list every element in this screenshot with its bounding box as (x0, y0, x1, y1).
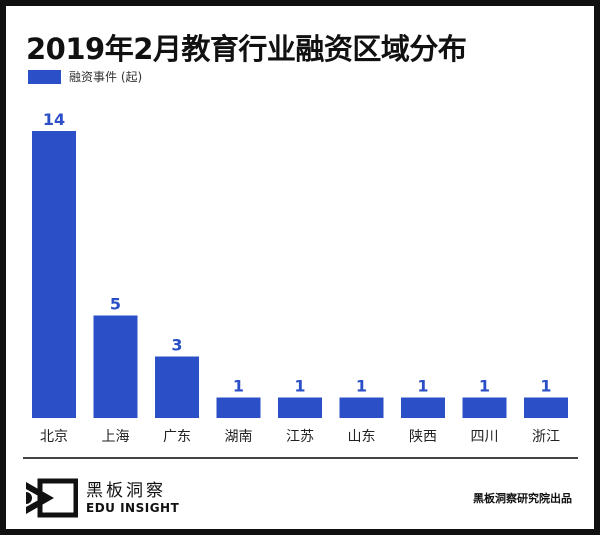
legend-label: 融资事件 (起) (69, 70, 143, 84)
bar-湖南 (216, 397, 261, 418)
footer-divider (23, 457, 578, 459)
bar-北京 (32, 131, 76, 418)
chart-title: 2019年2月教育行业融资区域分布 (26, 32, 467, 66)
data-label: 1 (356, 377, 367, 396)
bar-陕西 (401, 397, 445, 418)
data-label: 1 (417, 377, 428, 396)
bar-chart: 14 北京 5 上海 3 广东 1 湖南 1 江苏 1 山东 1 陕西 1 四川 1 浙江 (32, 110, 568, 445)
data-label: 14 (43, 110, 65, 129)
legend: 融资事件 (起) (28, 68, 142, 85)
x-tick-label: 广东 (163, 429, 191, 445)
data-label: 5 (110, 295, 121, 314)
bar-浙江 (524, 397, 568, 418)
data-label: 1 (540, 377, 551, 396)
bar-上海 (93, 315, 138, 418)
x-tick-label: 江苏 (286, 429, 314, 445)
credit-text: 黑板洞察研究院出品 (473, 492, 572, 505)
data-label: 1 (294, 377, 305, 396)
legend-swatch (28, 69, 61, 84)
data-label: 1 (233, 377, 244, 396)
x-tick-label: 四川 (471, 429, 499, 445)
edu-insight-logo: 黑板洞察 EDU INSIGHT (26, 478, 179, 518)
bar-山东 (339, 397, 384, 418)
chart-card: 2019年2月教育行业融资区域分布 融资事件 (起) 14 北京 5 上海 3 广东 1 湖南… (6, 6, 594, 529)
x-tick-label: 浙江 (532, 429, 560, 445)
x-tick-label: 陕西 (409, 429, 437, 445)
bar-四川 (462, 397, 507, 418)
x-tick-label: 北京 (40, 429, 68, 445)
logo-text-cn: 黑板洞察 (86, 481, 166, 501)
x-tick-label: 上海 (102, 429, 130, 445)
data-label: 3 (171, 336, 182, 355)
data-label: 1 (479, 377, 490, 396)
x-tick-label: 山东 (348, 429, 376, 445)
logo-text-en: EDU INSIGHT (86, 501, 180, 515)
logo-mark-icon (26, 478, 78, 518)
bar-广东 (155, 356, 199, 418)
bar-江苏 (278, 397, 322, 418)
x-tick-label: 湖南 (225, 429, 253, 445)
